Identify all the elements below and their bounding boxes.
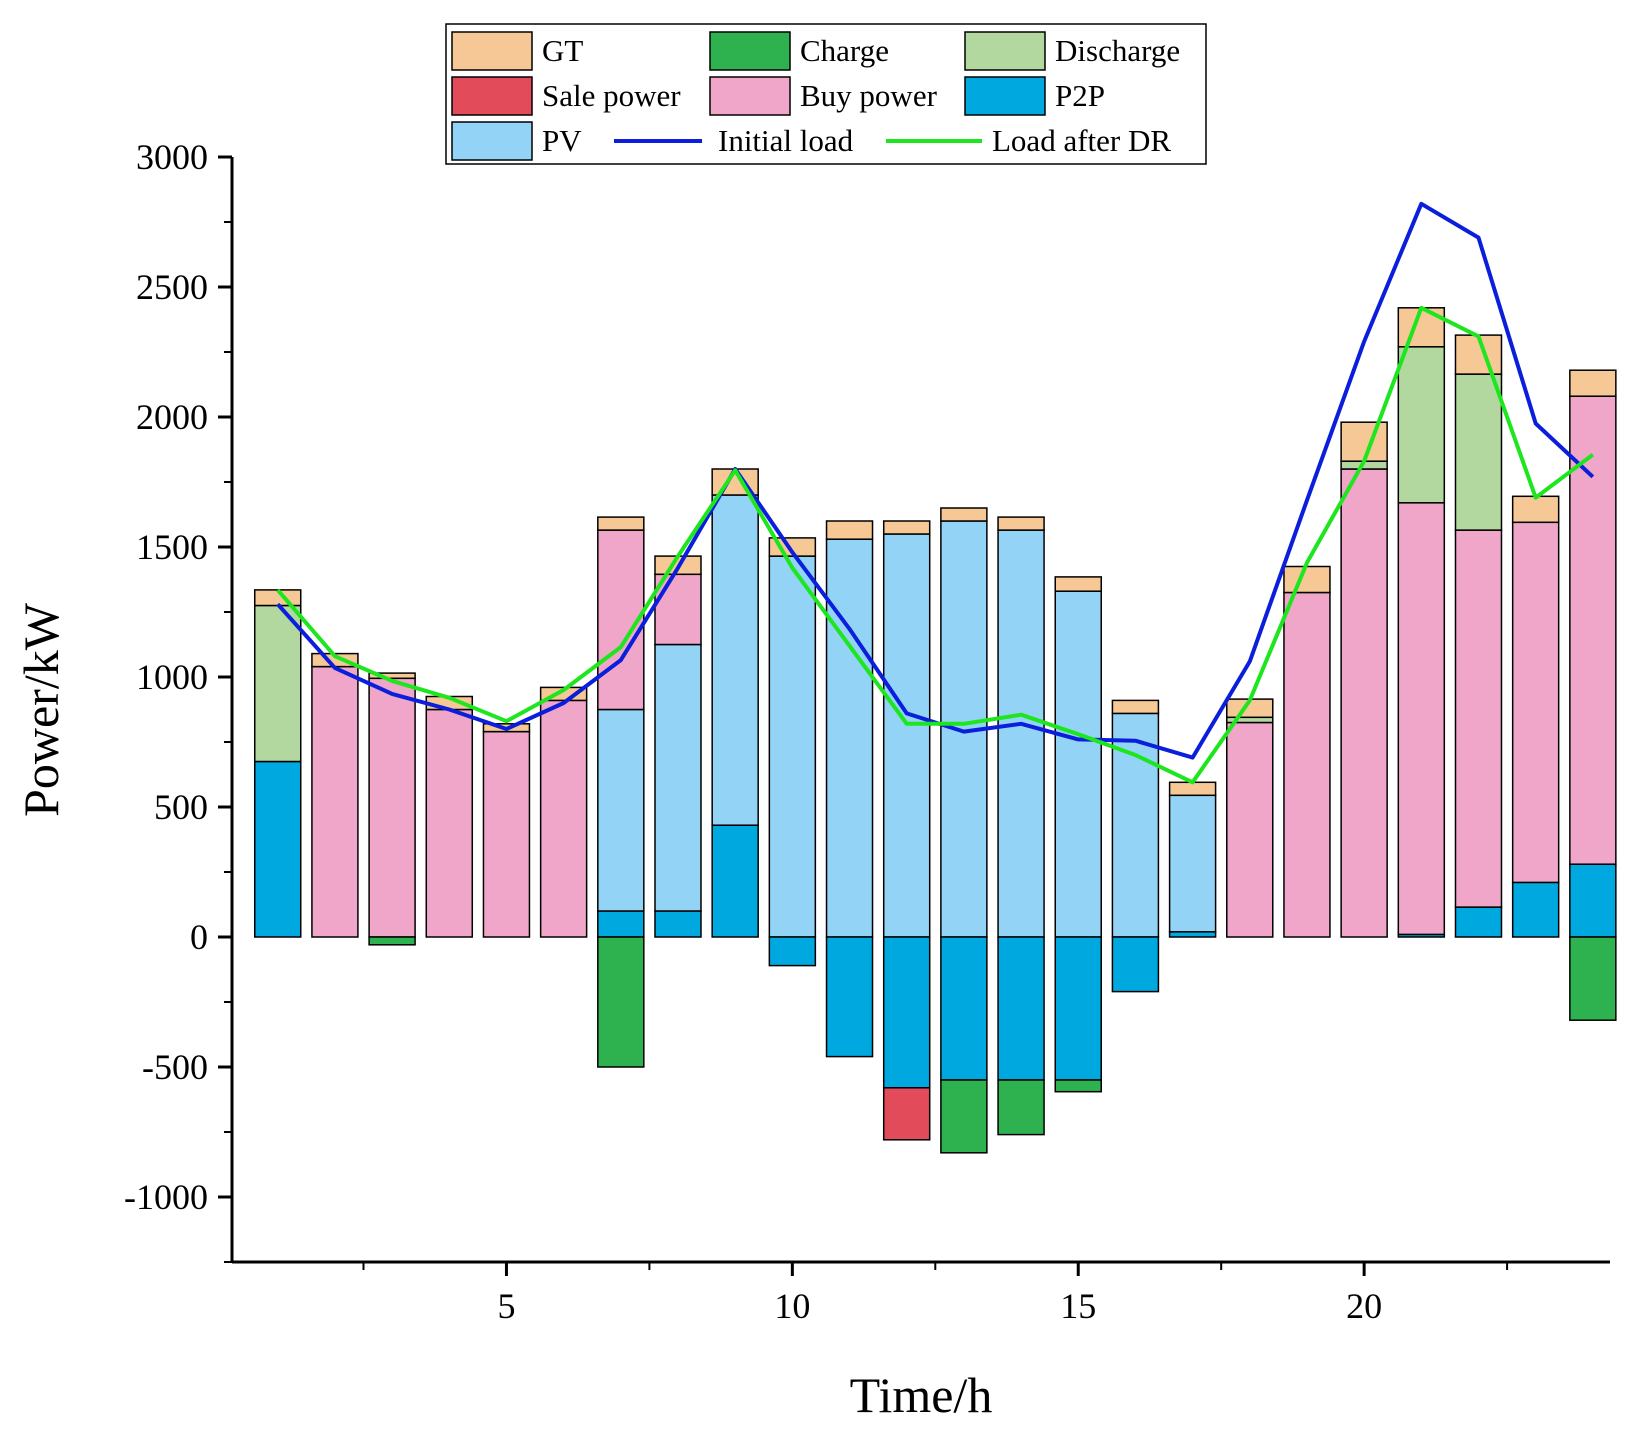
axes-layer (230, 157, 1610, 1264)
legend-label-sale-power: Sale power (542, 78, 681, 113)
bar-sale-power-hour-12 (882, 1087, 931, 1141)
bar-buy-power-hour-18 (1226, 721, 1274, 938)
bar-charge-hour-13 (940, 1079, 988, 1154)
legend-box (445, 23, 1207, 165)
bar-p2p-hour-7 (597, 910, 645, 938)
bar-p2p-hour-9 (711, 824, 759, 938)
bar-gt-hour-12 (882, 520, 931, 535)
bar-buy-power-hour-6 (539, 699, 588, 938)
bar-p2p-hour-16 (1111, 936, 1160, 993)
bar-buy-power-hour-5 (482, 730, 531, 938)
legend-swatch-p2p (964, 76, 1046, 116)
legend-label-initial-load: Initial load (718, 123, 854, 158)
x-tick-label: 20 (1346, 1286, 1382, 1326)
bar-charge-hour-24 (1569, 936, 1617, 1021)
bar-charge-hour-3 (368, 936, 416, 946)
bar-p2p-hour-15 (1054, 936, 1102, 1081)
y-tick-label: 500 (154, 787, 208, 827)
bar-discharge-hour-1 (253, 604, 302, 763)
legend-swatch-pv (451, 121, 533, 161)
legend-swatch-discharge (964, 31, 1046, 71)
legend-label-load-after-dr: Load after DR (992, 123, 1171, 158)
legend-swatch-charge (709, 31, 791, 71)
x-tick-label: 15 (1060, 1286, 1096, 1326)
y-axis-title: Power/kW (13, 602, 69, 817)
y-tick-label: 3000 (136, 137, 208, 177)
bar-p2p-hour-11 (825, 936, 874, 1058)
bar-pv-hour-17 (1168, 794, 1217, 933)
legend-swatch-sale-power (451, 76, 533, 116)
bar-p2p-hour-23 (1511, 881, 1560, 938)
legend-label-discharge: Discharge (1055, 33, 1180, 68)
bar-buy-power-hour-3 (368, 677, 416, 938)
bar-gt-hour-20 (1340, 421, 1388, 462)
bar-p2p-hour-22 (1454, 906, 1503, 938)
bar-gt-hour-15 (1054, 576, 1102, 592)
bar-pv-hour-7 (597, 708, 645, 912)
bar-pv-hour-14 (997, 529, 1045, 938)
bar-gt-hour-19 (1283, 565, 1331, 594)
legend-swatch-gt (451, 31, 533, 71)
bar-p2p-hour-8 (654, 910, 702, 938)
bar-p2p-hour-17 (1168, 931, 1217, 938)
bar-p2p-hour-14 (997, 936, 1045, 1081)
bars-layer (253, 307, 1617, 1154)
bar-p2p-hour-1 (253, 760, 302, 938)
bar-p2p-hour-24 (1569, 863, 1617, 938)
bar-p2p-hour-10 (768, 936, 817, 967)
ticks-layer: -1000 -500 0 500 1000 1500 2000 2500 3000 5 10 15 20 (124, 137, 1509, 1326)
legend-label-gt: GT (542, 33, 583, 68)
line-initial-load (276, 201, 1595, 760)
bar-gt-hour-23 (1511, 495, 1560, 524)
y-tick-label: 0 (190, 917, 208, 957)
bar-pv-hour-12 (882, 533, 931, 938)
bar-gt-hour-3 (368, 672, 416, 680)
legend-label-pv: PV (542, 123, 582, 158)
y-tick-label: 2500 (136, 267, 208, 307)
bar-charge-hour-7 (597, 936, 645, 1068)
bar-p2p-hour-13 (940, 936, 988, 1081)
bar-charge-hour-15 (1054, 1079, 1102, 1093)
y-tick-label: 1500 (136, 527, 208, 567)
y-tick-label: 2000 (136, 397, 208, 437)
legend-swatch-buy-power (709, 76, 791, 116)
bar-pv-hour-15 (1054, 590, 1102, 938)
bar-buy-power-hour-22 (1454, 529, 1503, 908)
lines-layer (276, 201, 1595, 785)
bar-buy-power-hour-20 (1340, 468, 1388, 938)
bar-discharge-hour-22 (1454, 373, 1503, 531)
legend-label-p2p: P2P (1055, 78, 1105, 113)
x-axis-title: Time/h (850, 1367, 993, 1423)
bar-gt-hour-16 (1111, 699, 1160, 715)
bar-charge-hour-14 (997, 1079, 1045, 1136)
bar-buy-power-hour-4 (425, 708, 474, 938)
bar-buy-power-hour-2 (311, 665, 359, 938)
legend-label-charge: Charge (800, 33, 889, 68)
bar-p2p-hour-12 (882, 936, 931, 1089)
y-tick-label: 1000 (136, 657, 208, 697)
bar-pv-hour-10 (768, 555, 817, 938)
x-tick-label: 10 (774, 1286, 810, 1326)
legend-label-buy-power: Buy power (800, 78, 938, 113)
legend: GT Charge Discharge Sale power Buy power… (445, 23, 1207, 165)
y-tick-label: -500 (142, 1047, 208, 1087)
bar-gt-hour-24 (1569, 369, 1617, 397)
bar-pv-hour-11 (825, 538, 874, 938)
bar-discharge-hour-21 (1397, 346, 1446, 504)
bar-gt-hour-11 (825, 520, 874, 540)
bar-gt-hour-13 (940, 507, 988, 522)
bar-pv-hour-8 (654, 643, 702, 912)
bar-gt-hour-14 (997, 516, 1045, 531)
line-load-after-dr (276, 305, 1595, 785)
bar-buy-power-hour-21 (1397, 502, 1446, 936)
bar-buy-power-hour-19 (1283, 591, 1331, 938)
x-tick-label: 5 (497, 1286, 515, 1326)
bar-pv-hour-9 (711, 494, 759, 826)
bar-gt-hour-7 (597, 516, 645, 531)
bar-buy-power-hour-23 (1511, 521, 1560, 884)
y-tick-label: -1000 (124, 1177, 208, 1217)
bar-buy-power-hour-8 (654, 573, 702, 646)
